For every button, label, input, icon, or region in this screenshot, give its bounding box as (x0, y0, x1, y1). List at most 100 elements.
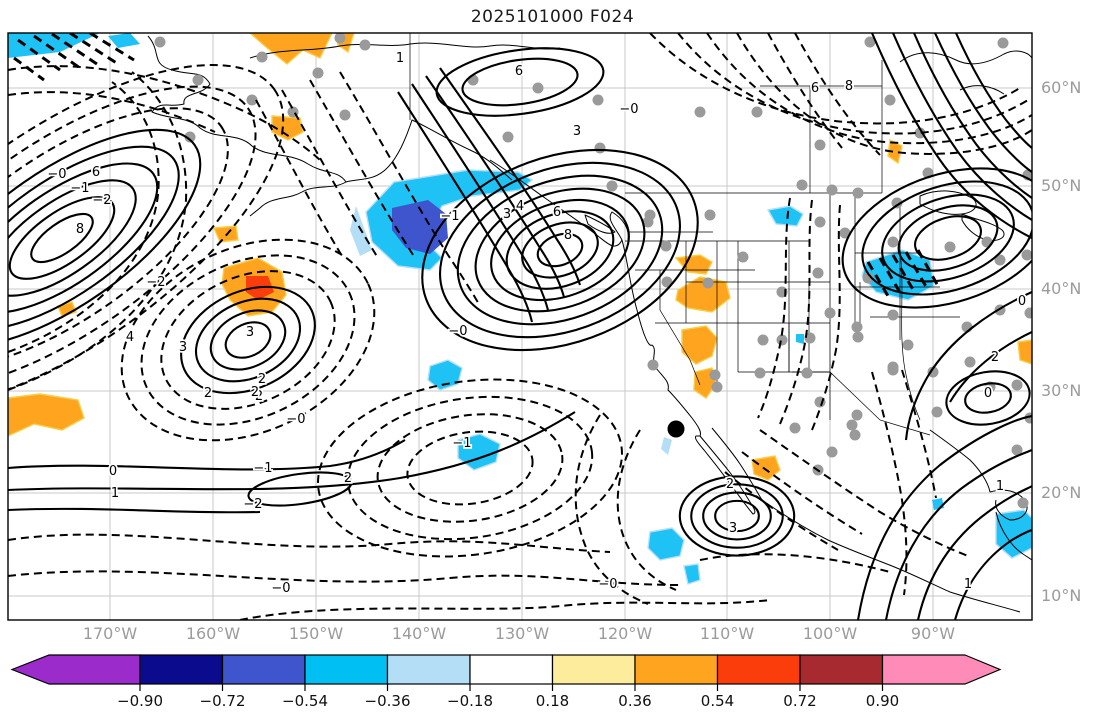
contour-line-solid (702, 491, 772, 541)
contour-line-solid (8, 411, 576, 492)
contour-line-dashed (8, 63, 285, 413)
colorbar-tick-label: 0.90 (865, 692, 900, 710)
contour-line-dashed (120, 238, 376, 442)
latitude-tick-label: 40°N (1041, 279, 1082, 298)
latitude-tick-label: 50°N (1041, 176, 1082, 195)
contour-label: 2 (255, 389, 263, 404)
colorbar-tick-label: −0.18 (447, 692, 493, 710)
contour-line-dashed (616, 429, 677, 591)
contour-label: 2 (251, 385, 259, 400)
contour-label: −2 (243, 497, 262, 512)
contour-line-dashed (724, 471, 839, 551)
station-dot (1024, 412, 1032, 424)
contour-line-solid (209, 309, 287, 371)
contour-line-solid (224, 321, 272, 359)
contour-label: 1 (396, 51, 404, 66)
contour-label: 3 (729, 521, 737, 536)
contour-line-dashed (759, 429, 969, 557)
contour-label: 6 (553, 205, 561, 220)
contour-line-solid (861, 180, 1032, 296)
longitude-tick-label: 170°W (82, 624, 138, 643)
contour-line-solid (8, 507, 261, 514)
shaded-anomaly-region (683, 563, 701, 585)
shaded-anomaly-region (427, 359, 463, 391)
station-dot (796, 179, 808, 191)
station-dot (944, 241, 956, 253)
contour-line-solid (916, 485, 1032, 620)
map-frame (7, 32, 1033, 621)
colorbar-tick-label: 0.18 (535, 692, 570, 710)
contour-label: −1 (253, 461, 272, 476)
station-dot (997, 37, 1009, 49)
latitude-tick-label: 10°N (1041, 586, 1082, 605)
contour-line-solid (871, 33, 1032, 239)
contour-label: −1 (70, 181, 89, 196)
contour-line-solid (934, 33, 1032, 173)
contour-line-dashed (811, 204, 841, 431)
station-dot (704, 209, 716, 221)
station-dot (839, 227, 851, 239)
latitude-tick-label: 20°N (1041, 483, 1082, 502)
anomaly-hatch (866, 261, 890, 297)
coastline (711, 427, 763, 501)
contour-line-dashed (255, 99, 343, 257)
contour-line-solid (490, 198, 630, 302)
contour-line-dashed (677, 33, 1029, 135)
latitude-tick-label: 60°N (1041, 78, 1082, 97)
station-dot (751, 106, 763, 118)
station-dot (852, 331, 864, 343)
coastline (899, 50, 1032, 65)
contour-line-solid (913, 33, 1032, 199)
coastline (584, 214, 616, 234)
coastline (147, 35, 347, 217)
longitude-tick-label: 90°W (910, 624, 956, 643)
contour-label: 3 (573, 124, 581, 139)
contour-line-dashed (346, 395, 594, 541)
station-dot (814, 216, 826, 228)
shaded-anomaly-region (1017, 339, 1032, 365)
contour-line-dashed (281, 89, 379, 259)
longitude-tick-label: 140°W (391, 624, 447, 643)
colorbar-segment (139, 654, 224, 685)
contour-line-solid (8, 179, 137, 297)
shaded-anomaly-region (681, 325, 718, 365)
shaded-anomaly-region (647, 527, 685, 561)
contour-line-dashed (871, 371, 908, 596)
contour-line-solid (955, 33, 1032, 149)
station-dot (702, 277, 714, 289)
highlighted-station (667, 420, 685, 438)
shaded-anomaly-region (796, 334, 804, 344)
contour-label: −0 (286, 412, 305, 427)
station-dot (887, 309, 899, 321)
shaded-anomaly-region (8, 33, 100, 58)
station-dot (931, 406, 943, 418)
station-dot (994, 254, 1006, 266)
contour-line-dashed (8, 107, 229, 369)
colorbar-segment (221, 654, 306, 685)
contour-line-dashed (794, 33, 881, 156)
station-dot (606, 180, 618, 192)
station-dot (851, 321, 863, 333)
station-dot (964, 356, 976, 368)
coastline (989, 489, 1028, 521)
coastline (489, 159, 629, 247)
station-dot (1024, 307, 1032, 319)
station-dot (776, 334, 788, 346)
contour-line-dashed (8, 533, 611, 553)
contour-line-solid (8, 128, 202, 348)
station-dot (864, 36, 876, 48)
station-dot (914, 127, 926, 139)
contour-line-solid (856, 414, 1032, 620)
station-dot (709, 369, 721, 381)
contour-line-solid (461, 57, 579, 107)
anomaly-hatch (904, 251, 930, 291)
contour-line-solid (456, 174, 664, 326)
station-dot (312, 67, 324, 79)
contour-label: −1 (440, 209, 459, 224)
contour-line-solid (474, 187, 646, 313)
contour-label: −0 (619, 102, 638, 117)
contour-label: −0 (598, 577, 617, 592)
colorbar-tick-label: −0.90 (117, 692, 163, 710)
station-dot (757, 334, 769, 346)
